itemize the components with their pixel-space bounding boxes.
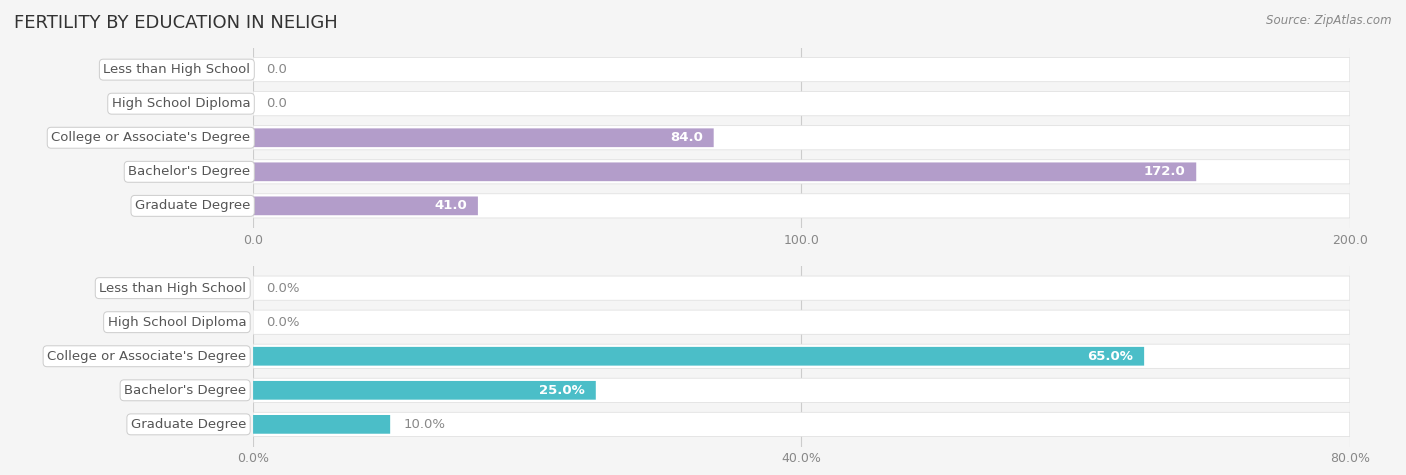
Text: 0.0: 0.0 xyxy=(266,97,287,110)
FancyBboxPatch shape xyxy=(253,57,1350,82)
FancyBboxPatch shape xyxy=(253,194,1350,218)
FancyBboxPatch shape xyxy=(253,197,478,215)
Text: College or Associate's Degree: College or Associate's Degree xyxy=(51,131,250,144)
FancyBboxPatch shape xyxy=(253,415,389,434)
FancyBboxPatch shape xyxy=(253,160,1350,184)
Text: 65.0%: 65.0% xyxy=(1087,350,1133,363)
Text: High School Diploma: High School Diploma xyxy=(108,316,246,329)
Text: FERTILITY BY EDUCATION IN NELIGH: FERTILITY BY EDUCATION IN NELIGH xyxy=(14,14,337,32)
Text: Less than High School: Less than High School xyxy=(100,282,246,294)
Text: 0.0: 0.0 xyxy=(266,63,287,76)
Text: Source: ZipAtlas.com: Source: ZipAtlas.com xyxy=(1267,14,1392,27)
Text: 84.0: 84.0 xyxy=(669,131,703,144)
Text: Graduate Degree: Graduate Degree xyxy=(131,418,246,431)
FancyBboxPatch shape xyxy=(253,276,1350,300)
FancyBboxPatch shape xyxy=(253,126,1350,150)
Text: 0.0%: 0.0% xyxy=(266,316,299,329)
FancyBboxPatch shape xyxy=(253,162,1197,181)
FancyBboxPatch shape xyxy=(253,347,1144,366)
FancyBboxPatch shape xyxy=(253,378,1350,402)
FancyBboxPatch shape xyxy=(253,92,1350,116)
FancyBboxPatch shape xyxy=(253,310,1350,334)
Text: 172.0: 172.0 xyxy=(1143,165,1185,178)
Text: Bachelor's Degree: Bachelor's Degree xyxy=(128,165,250,178)
Text: High School Diploma: High School Diploma xyxy=(111,97,250,110)
Text: 0.0%: 0.0% xyxy=(266,282,299,294)
Text: 25.0%: 25.0% xyxy=(538,384,585,397)
FancyBboxPatch shape xyxy=(253,128,714,147)
Text: College or Associate's Degree: College or Associate's Degree xyxy=(46,350,246,363)
FancyBboxPatch shape xyxy=(253,344,1350,368)
Text: 41.0: 41.0 xyxy=(434,200,467,212)
Text: Graduate Degree: Graduate Degree xyxy=(135,200,250,212)
Text: 10.0%: 10.0% xyxy=(404,418,446,431)
FancyBboxPatch shape xyxy=(253,381,596,399)
Text: Bachelor's Degree: Bachelor's Degree xyxy=(124,384,246,397)
Text: Less than High School: Less than High School xyxy=(103,63,250,76)
FancyBboxPatch shape xyxy=(253,412,1350,437)
